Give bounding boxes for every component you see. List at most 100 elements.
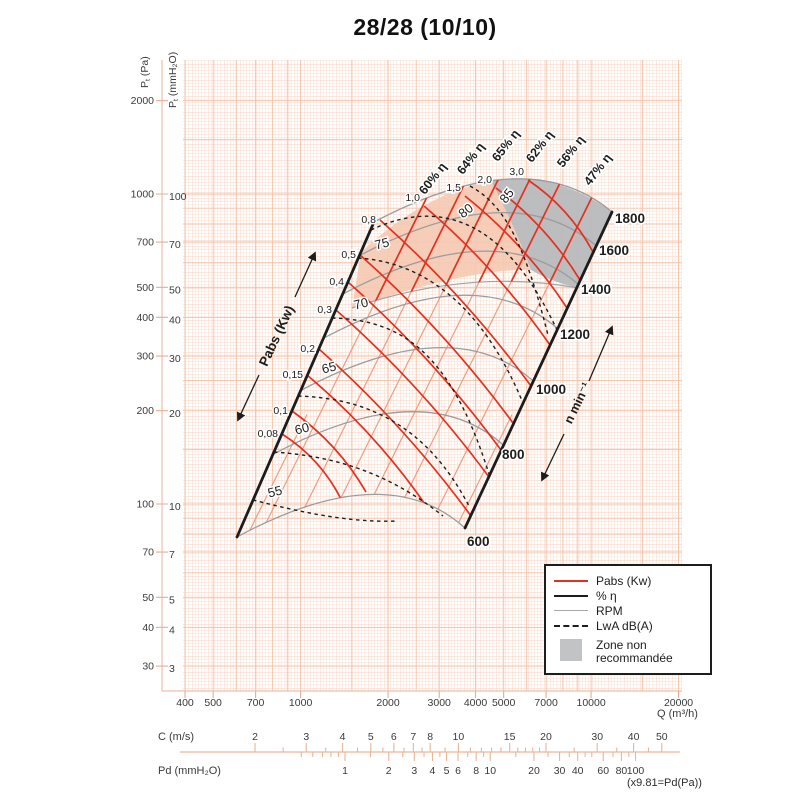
y-tick-label-mmh2o: 5 xyxy=(169,594,175,606)
legend-item-zone: Zone non recommandée xyxy=(554,639,710,665)
legend-label: % η xyxy=(596,588,617,603)
legend-item-rpm: RPM xyxy=(554,603,710,618)
y-tick-label-mmh2o: 50 xyxy=(169,284,181,296)
pd-scale-title: Pd (mmH₂O) xyxy=(158,765,221,777)
power-curve xyxy=(291,410,367,493)
y-tick-label-pa: 200 xyxy=(136,405,154,417)
pd-tick-label: 10 xyxy=(484,765,496,777)
efficiency-line xyxy=(274,178,520,538)
c-tick-label: 6 xyxy=(391,731,397,743)
y-tick-label-mmh2o: 10 xyxy=(169,501,181,513)
generated-chart-layers: 2000 1000 700 500 400 300 200 100 70 50 40 30 100 70 5… xyxy=(131,52,702,789)
carpet-edges xyxy=(235,210,614,539)
noise-curve xyxy=(273,451,444,517)
power-label: 0,5 xyxy=(341,249,356,261)
rpm-label: 1200 xyxy=(560,327,590,342)
y-tick-label-pa: 2000 xyxy=(131,95,155,107)
power-label: 3,0 xyxy=(509,166,524,178)
red-line-sample-icon xyxy=(554,579,588,582)
axis-lines xyxy=(161,60,682,692)
noise-label: 60 xyxy=(293,419,311,437)
y-tick-label-pa: 100 xyxy=(136,499,154,511)
rpm-label: 1600 xyxy=(599,243,629,258)
power-curve xyxy=(306,374,428,508)
c-tick-label: 10 xyxy=(453,731,465,743)
rpm-curve xyxy=(359,211,597,257)
rpm-label: 1400 xyxy=(581,282,611,297)
legend-label: RPM xyxy=(596,603,623,618)
x-tick-label: 500 xyxy=(204,697,222,709)
page-title: 28/28 (10/10) xyxy=(353,14,497,40)
pd-tick-label: 20 xyxy=(528,765,540,777)
c-tick-label: 7 xyxy=(410,731,416,743)
x-tick-label: 10000 xyxy=(577,697,606,709)
pd-tick-label: 1 xyxy=(342,765,348,777)
y-tick-label-mmh2o: 30 xyxy=(169,353,181,365)
power-label: 0,2 xyxy=(300,343,315,355)
y-tick-label-pa: 400 xyxy=(136,312,154,324)
noise-curve xyxy=(297,395,471,509)
pd-tick-label: 60 xyxy=(597,765,609,777)
y-axis-title-pa: Pt (Pa) xyxy=(139,56,152,88)
gray-line-sample-icon xyxy=(554,610,588,611)
rpm-curve xyxy=(300,346,534,392)
y-tick-label-mmh2o: 20 xyxy=(169,408,181,420)
power-label: 0,1 xyxy=(273,405,288,417)
power-curve xyxy=(347,281,502,451)
x-tick-label: 400 xyxy=(176,697,194,709)
c-tick-label: 2 xyxy=(252,731,258,743)
noise-label: 65 xyxy=(320,358,338,376)
noise-curve xyxy=(252,499,399,522)
rpm-curve xyxy=(373,178,613,223)
power-curve xyxy=(318,348,472,517)
c-tick-label: 20 xyxy=(540,731,552,743)
dashed-line-sample-icon xyxy=(554,624,588,627)
rpm-curve xyxy=(323,294,559,339)
pabs-axis-arrow xyxy=(294,251,317,298)
power-curve xyxy=(527,179,594,253)
power-curve xyxy=(359,254,514,424)
pd-tick-label: 3 xyxy=(411,765,417,777)
x-tick-label: 4000 xyxy=(464,697,488,709)
y-tick-label-mmh2o: 7 xyxy=(169,549,175,561)
c-tick-label: 4 xyxy=(340,731,346,743)
y-tick-label-pa: 1000 xyxy=(131,189,155,201)
y-tick-label-pa: 40 xyxy=(142,622,154,634)
gray-zone-swatch-icon xyxy=(560,639,582,661)
legend-item-eta: % η xyxy=(554,588,710,603)
y-tick-label-mmh2o: 4 xyxy=(169,624,175,636)
pabs-axis-arrow xyxy=(236,374,260,422)
power-label: 0,3 xyxy=(317,304,332,316)
scale-tick-marks xyxy=(254,743,663,761)
legend-label: Zone non recommandée xyxy=(596,638,673,665)
c-tick-label: 30 xyxy=(591,731,603,743)
legend: Pabs (Kw) % η RPM LwA dB(A) Zone non rec… xyxy=(544,564,712,675)
y-tick-label-pa: 500 xyxy=(136,282,154,294)
y-tick-label-mmh2o: 70 xyxy=(169,239,181,251)
x-axis-title: Q (m³/h) xyxy=(657,708,698,720)
rpm-label: 800 xyxy=(502,447,525,462)
rpm-curve xyxy=(272,411,504,456)
x-tick-label: 7000 xyxy=(534,697,558,709)
x-tick-label: 1000 xyxy=(289,697,313,709)
legend-label: Pabs (Kw) xyxy=(596,573,652,588)
efficiency-line xyxy=(267,414,513,538)
pd-tick-label: 8 xyxy=(473,765,479,777)
velocity-scale-title: C (m/s) xyxy=(158,731,194,743)
power-label: 0,8 xyxy=(361,214,376,226)
power-label: 1,5 xyxy=(446,182,461,194)
x-tick-label: 3000 xyxy=(428,697,452,709)
noise-curve xyxy=(469,185,549,336)
n-axis-arrow xyxy=(588,325,614,382)
x-tick-label: 2000 xyxy=(376,697,400,709)
efficiency-line xyxy=(237,414,308,538)
efficiency-line xyxy=(372,178,612,538)
y-tick-label-pa: 30 xyxy=(142,661,154,673)
x-tick-label: 20000 xyxy=(664,697,693,709)
x-tick-label: 5000 xyxy=(492,697,516,709)
efficiency-line xyxy=(404,178,612,538)
power-label: 0,4 xyxy=(329,276,344,288)
pd-tick-label: 4 xyxy=(430,765,436,777)
